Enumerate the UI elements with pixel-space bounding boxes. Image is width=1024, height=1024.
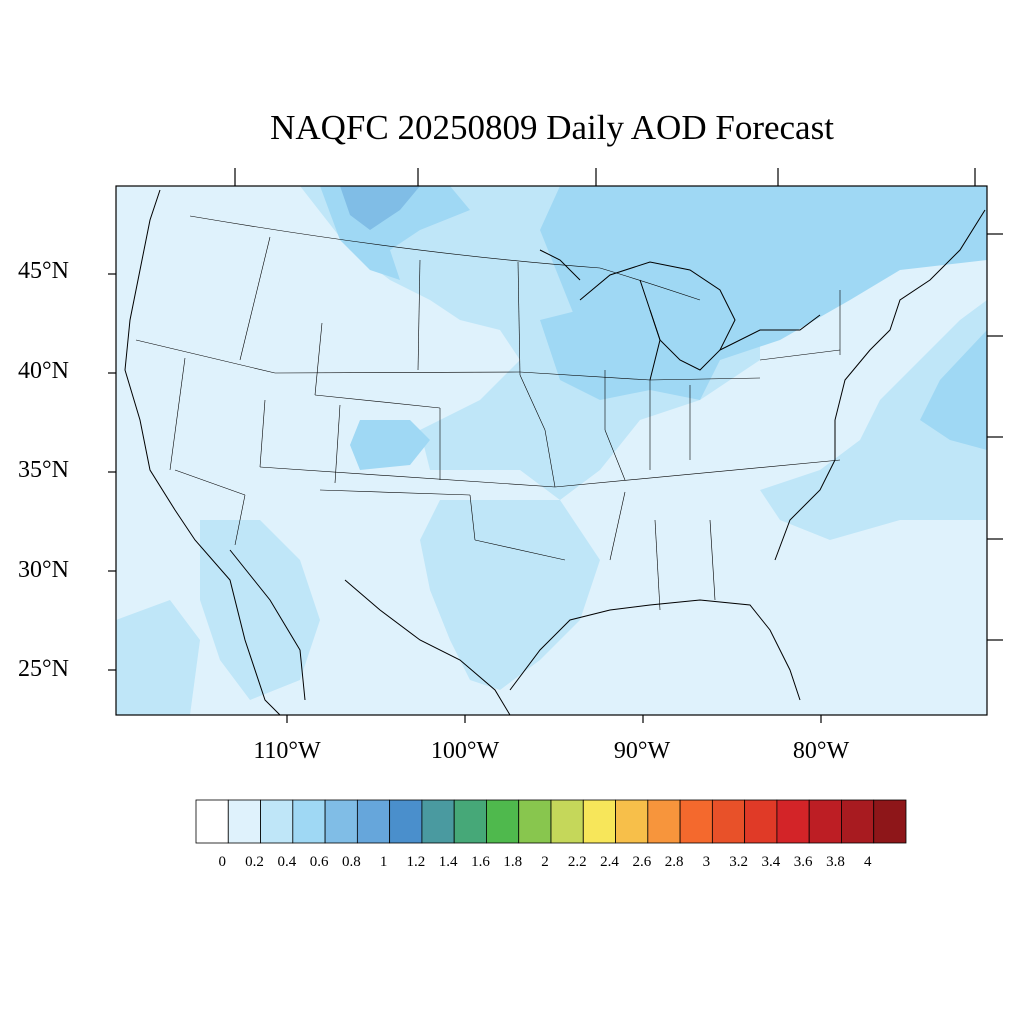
colorbar-tick-label: 2.2 — [567, 854, 587, 870]
colorbar-tick-label: 0.4 — [277, 854, 297, 870]
colorbar-tick-label: 3 — [702, 854, 711, 870]
lat-label-25: 25°N — [18, 656, 69, 682]
aod-region-southwest — [200, 520, 320, 700]
colorbar-swatch — [292, 799, 326, 844]
colorbar-swatch — [647, 799, 681, 844]
axis-ticks — [108, 168, 1003, 723]
colorbar-swatch — [776, 799, 810, 844]
coastline — [124, 189, 986, 715]
colorbar-tick-label: 3.2 — [729, 854, 748, 870]
colorbar-swatch — [195, 799, 229, 844]
colorbar-tick-label: 2.6 — [632, 854, 652, 870]
colorbar-swatch — [421, 799, 455, 844]
colorbar-tick-label: 3.4 — [761, 854, 781, 870]
colorbar-tick-label: 0.2 — [245, 854, 264, 870]
colorbar-tick-label: 0.8 — [341, 854, 361, 870]
lat-label-35: 35°N — [18, 457, 69, 483]
state-boundaries — [135, 215, 841, 611]
colorbar-swatch — [550, 799, 584, 844]
colorbar-swatch — [518, 799, 552, 844]
aod-region-colorado-streak — [350, 420, 430, 470]
lat-label-30: 30°N — [18, 557, 69, 583]
colorbar-tick-label: 1 — [379, 854, 388, 870]
colorbar-tick-label: 1.2 — [406, 854, 426, 870]
colorbar-swatch — [324, 799, 358, 844]
colorbar-tick-label: 1.6 — [471, 854, 490, 870]
colorbar-swatch — [679, 799, 713, 844]
lat-label-40: 40°N — [18, 358, 69, 384]
lat-label-45: 45°N — [18, 258, 69, 284]
colorbar-tick-label: 0.6 — [309, 854, 329, 870]
colorbar-tick-label: 3.8 — [826, 854, 845, 870]
colorbar-tick-label: 1.4 — [438, 854, 458, 870]
aod-region-atlantic — [760, 300, 987, 540]
map-frame — [115, 185, 988, 716]
colorbar-swatch — [873, 799, 907, 844]
colorbar-swatch — [744, 799, 778, 844]
colorbar-swatch — [486, 799, 520, 844]
aod-region-texas — [420, 500, 600, 690]
colorbar-swatch — [841, 799, 875, 844]
map-title: NAQFC 20250809 Daily AOD Forecast — [270, 108, 834, 147]
colorbar-swatch — [227, 799, 261, 844]
lon-label-80w: 80°W — [792, 738, 850, 764]
colorbar-swatch — [453, 799, 487, 844]
colorbar-swatch — [260, 799, 294, 844]
lon-label-110w: 110°W — [253, 738, 321, 764]
aod-region-canada-core — [340, 186, 420, 230]
colorbar-tick-label: 2.4 — [600, 854, 619, 870]
colorbar-swatch — [389, 799, 423, 844]
colorbar-tick-label: 0 — [218, 854, 227, 870]
colorbar-tick-label: 2.8 — [664, 854, 684, 870]
aod-region-pacific — [116, 600, 200, 715]
colorbar-swatch — [582, 799, 616, 844]
aod-region-atlantic-deep — [920, 330, 987, 450]
colorbar-swatch — [711, 799, 746, 844]
colorbar-tick-label: 2 — [541, 854, 549, 870]
colorbar-tick-label: 4 — [863, 854, 872, 870]
colorbar-swatch — [356, 799, 391, 844]
colorbar-swatch — [615, 799, 649, 844]
colorbar-swatch — [808, 799, 842, 844]
colorbar — [195, 799, 907, 844]
lon-label-100w: 100°W — [430, 738, 500, 764]
lon-label-90w: 90°W — [613, 738, 671, 764]
colorbar-tick-label: 1.8 — [503, 854, 523, 870]
colorbar-tick-label: 3.6 — [793, 854, 813, 870]
